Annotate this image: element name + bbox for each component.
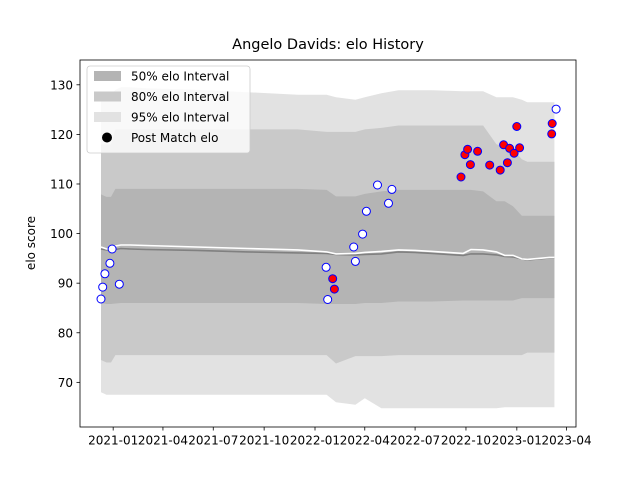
x-tick-label: 2023-04 <box>542 434 592 448</box>
y-axis-label: elo score <box>24 216 38 270</box>
post-match-elo-point <box>361 206 371 216</box>
median-elo-line <box>100 247 555 261</box>
post-match-elo-point <box>387 184 397 194</box>
post-match-elo-point <box>358 229 368 239</box>
plot-area <box>96 87 561 409</box>
post-match-elo-point <box>465 160 475 170</box>
axes-frame <box>79 59 577 428</box>
y-tick-label: 80 <box>58 326 73 340</box>
legend-marker <box>102 132 112 143</box>
x-tick-label: 2022-10 <box>441 434 491 448</box>
x-tick-label: 2022-07 <box>390 434 440 448</box>
post-match-elo-point <box>349 242 359 252</box>
post-match-elo-point <box>502 158 512 168</box>
legend-label: 80% elo Interval <box>131 90 229 104</box>
post-match-elo-point <box>107 244 117 254</box>
post-match-elo-point <box>473 146 483 156</box>
x-tick-label: 2021-01 <box>88 434 138 448</box>
post-match-elo-point <box>100 269 110 279</box>
x-tick-label: 2021-04 <box>138 434 188 448</box>
post-match-elo-point <box>98 282 108 292</box>
post-match-elo-point <box>373 180 382 190</box>
x-tick-label: 2022-04 <box>340 434 390 448</box>
legend-box <box>86 65 251 154</box>
post-match-elo-point <box>321 262 331 272</box>
post-match-elo-point <box>350 256 360 266</box>
post-match-elo-point <box>495 165 505 175</box>
post-match-elo-point <box>547 129 557 139</box>
x-tick-label: 2022-01 <box>290 434 340 448</box>
post-match-elo-point <box>323 295 333 304</box>
band-50-interval <box>101 188 555 304</box>
post-match-elo-point <box>551 104 561 114</box>
y-tick-label: 100 <box>50 227 73 241</box>
x-tick-label: 2021-07 <box>188 434 238 448</box>
legend-label: 95% elo Interval <box>131 111 229 125</box>
post-match-elo-point <box>509 148 519 158</box>
post-match-elo-point <box>547 119 557 128</box>
post-match-elo-point <box>329 284 339 294</box>
x-tick-label: 2023-01 <box>492 434 542 448</box>
post-match-elo-point <box>328 274 338 284</box>
post-match-elo-point <box>105 258 115 268</box>
y-tick-label: 70 <box>58 376 73 390</box>
x-tick-label: 2021-10 <box>239 434 289 448</box>
y-tick-label: 130 <box>50 78 73 92</box>
chart-title: Angelo Davids: elo History <box>232 37 424 53</box>
legend-label: 50% elo Interval <box>131 70 229 84</box>
post-match-elo-point <box>485 160 495 170</box>
post-match-elo-point <box>384 198 393 208</box>
post-match-elo-point <box>463 144 473 154</box>
post-match-elo-point <box>456 172 466 182</box>
legend-label: Post Match elo <box>131 131 218 145</box>
legend-swatch <box>94 71 121 81</box>
y-tick-label: 90 <box>58 277 73 291</box>
y-tick-label: 110 <box>50 177 73 191</box>
legend-swatch <box>94 91 121 102</box>
post-match-elo-point <box>96 294 106 304</box>
legend: 50% elo Interval 80% elo Interval 95% elo … <box>86 65 251 154</box>
post-match-elo-point <box>114 279 124 289</box>
legend-swatch <box>94 112 121 122</box>
reference-elo-line <box>100 244 555 261</box>
y-tick-label: 120 <box>50 128 73 142</box>
post-match-elo-point <box>512 122 522 131</box>
post-match-elo-point <box>515 143 525 153</box>
